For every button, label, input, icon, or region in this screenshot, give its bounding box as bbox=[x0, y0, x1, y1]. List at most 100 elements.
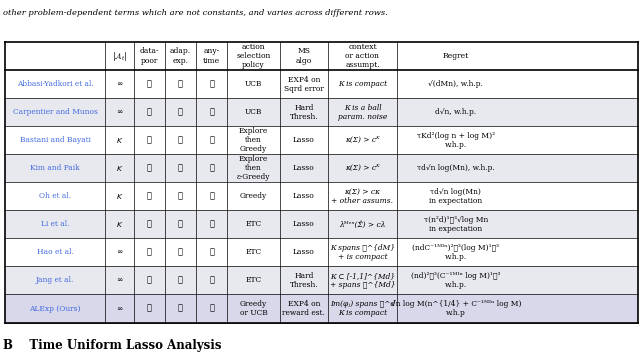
Text: Regret: Regret bbox=[443, 52, 469, 60]
Text: Lasso: Lasso bbox=[293, 136, 315, 144]
Text: ✓: ✓ bbox=[147, 192, 152, 200]
Text: ✗: ✗ bbox=[178, 248, 183, 256]
Text: τd√n log(Mn)
in expectation: τd√n log(Mn) in expectation bbox=[429, 188, 483, 205]
Text: context
or action
assumpt.: context or action assumpt. bbox=[345, 43, 380, 69]
Text: ✗: ✗ bbox=[209, 220, 214, 229]
Text: action
selection
policy: action selection policy bbox=[236, 43, 271, 69]
Text: any-
time: any- time bbox=[203, 48, 220, 65]
Text: Lasso: Lasso bbox=[293, 164, 315, 172]
Text: ✗: ✗ bbox=[147, 80, 152, 88]
Text: ✗: ✗ bbox=[209, 136, 214, 144]
Text: $K$: $K$ bbox=[116, 164, 123, 173]
Text: Hard
Thresh.: Hard Thresh. bbox=[289, 272, 318, 289]
Text: $|\mathcal{A}_t|$: $|\mathcal{A}_t|$ bbox=[112, 49, 127, 62]
Text: Oh et al.: Oh et al. bbox=[39, 192, 71, 200]
Text: $K$: $K$ bbox=[116, 220, 123, 229]
Bar bbox=[4, 266, 638, 295]
Text: ✓: ✓ bbox=[209, 80, 214, 88]
Text: К spans ℝ^{dM}
+ is compact: К spans ℝ^{dM} + is compact bbox=[330, 244, 395, 261]
Text: $K$: $K$ bbox=[116, 136, 123, 145]
Text: Li et al.: Li et al. bbox=[41, 220, 69, 229]
Text: ✗: ✗ bbox=[209, 108, 214, 116]
Text: К ⊂ [-1,1]^{Md}
+ spans ℝ^{Md}: К ⊂ [-1,1]^{Md} + spans ℝ^{Md} bbox=[330, 272, 396, 289]
Text: √(dMn), w.h.p.: √(dMn), w.h.p. bbox=[429, 80, 483, 88]
Text: UCB: UCB bbox=[244, 108, 262, 116]
Text: Carpentier and Munos: Carpentier and Munos bbox=[13, 108, 97, 116]
Text: Bastani and Bayati: Bastani and Bayati bbox=[20, 136, 90, 144]
Text: Lasso: Lasso bbox=[293, 248, 315, 256]
Text: ∞: ∞ bbox=[116, 108, 123, 116]
Text: EXP4 on
Sqrd error: EXP4 on Sqrd error bbox=[284, 75, 324, 93]
Bar bbox=[4, 42, 638, 70]
Text: ✓: ✓ bbox=[147, 248, 152, 256]
Text: ✗: ✗ bbox=[178, 220, 183, 229]
Text: κ(Σ) > cᴷ: κ(Σ) > cᴷ bbox=[345, 136, 380, 144]
Text: UCB: UCB bbox=[244, 80, 262, 88]
Bar bbox=[4, 295, 638, 322]
Text: B    Time Uniform Lasso Analysis: B Time Uniform Lasso Analysis bbox=[3, 339, 221, 352]
Text: ∞: ∞ bbox=[116, 277, 123, 284]
Text: ✓: ✓ bbox=[178, 192, 183, 200]
Text: ✗: ✗ bbox=[178, 277, 183, 284]
Text: Hard
Thresh.: Hard Thresh. bbox=[289, 104, 318, 121]
Text: ✓: ✓ bbox=[147, 108, 152, 116]
Text: τd√n log(Mn), w.h.p.: τd√n log(Mn), w.h.p. bbox=[417, 164, 495, 172]
Text: (ndC⁻¹ᴹᴵⁿ)²ᐟ³(log M)¹ᐟ³
w.h.p.: (ndC⁻¹ᴹᴵⁿ)²ᐟ³(log M)¹ᐟ³ w.h.p. bbox=[412, 244, 499, 261]
Text: ✗: ✗ bbox=[178, 108, 183, 116]
Bar bbox=[4, 98, 638, 126]
Text: ✗: ✗ bbox=[147, 164, 152, 172]
Text: ✗: ✗ bbox=[209, 248, 214, 256]
Text: К is compact: К is compact bbox=[338, 80, 387, 88]
Text: τ(n²d)¹ᐟ³√log Mn
in expectation: τ(n²d)¹ᐟ³√log Mn in expectation bbox=[424, 216, 488, 233]
Text: ✓: ✓ bbox=[209, 305, 214, 313]
Text: ✓: ✓ bbox=[147, 277, 152, 284]
Text: τKd²(log n + log M)²
w.h.p.: τKd²(log n + log M)² w.h.p. bbox=[417, 132, 495, 149]
Bar bbox=[4, 126, 638, 154]
Text: Hao et al.: Hao et al. bbox=[36, 248, 74, 256]
Text: Lasso: Lasso bbox=[293, 192, 315, 200]
Bar bbox=[4, 70, 638, 98]
Text: ∞: ∞ bbox=[116, 305, 123, 313]
Text: ✓: ✓ bbox=[178, 305, 183, 313]
Text: Jang et al.: Jang et al. bbox=[36, 277, 74, 284]
Text: other problem-dependent terms which are not constants, and varies across differe: other problem-dependent terms which are … bbox=[3, 9, 388, 17]
Text: Kim and Paik: Kim and Paik bbox=[30, 164, 80, 172]
Text: ETC: ETC bbox=[245, 277, 262, 284]
Text: Im(φⱼ) spans ℝ^d
К is compact: Im(φⱼ) spans ℝ^d К is compact bbox=[330, 300, 395, 317]
Text: ✓: ✓ bbox=[147, 220, 152, 229]
Text: ✗: ✗ bbox=[178, 136, 183, 144]
Text: ✓: ✓ bbox=[178, 80, 183, 88]
Text: EXP4 on
reward est.: EXP4 on reward est. bbox=[282, 300, 325, 317]
Text: ✓: ✓ bbox=[147, 305, 152, 313]
Text: К is a ball
param. noise: К is a ball param. noise bbox=[338, 104, 387, 121]
Text: d√n, w.h.p.: d√n, w.h.p. bbox=[435, 108, 477, 116]
Text: Greedy
or UCB: Greedy or UCB bbox=[239, 300, 268, 317]
Text: MS
algo: MS algo bbox=[296, 48, 312, 65]
Text: data-
poor: data- poor bbox=[140, 48, 159, 65]
Text: ✗: ✗ bbox=[147, 136, 152, 144]
Text: ∞: ∞ bbox=[116, 80, 123, 88]
Text: (nd)²ᐟ³(C⁻¹ᴹᴵⁿ log M)¹ᐟ³
w.h.p.: (nd)²ᐟ³(C⁻¹ᴹᴵⁿ log M)¹ᐟ³ w.h.p. bbox=[412, 272, 500, 289]
Text: Explore
then
Greedy: Explore then Greedy bbox=[239, 127, 268, 153]
Text: $K$: $K$ bbox=[116, 192, 123, 201]
Text: ∞: ∞ bbox=[116, 248, 123, 256]
Text: ✗: ✗ bbox=[209, 164, 214, 172]
Text: √n log M(n^{1/4} + C⁻¹ᴹᴵⁿ log M)
w.h.p: √n log M(n^{1/4} + C⁻¹ᴹᴵⁿ log M) w.h.p bbox=[390, 300, 521, 317]
Text: λᴹᵉⁿ(Σ̂) > cλ: λᴹᵉⁿ(Σ̂) > cλ bbox=[339, 220, 386, 229]
Text: Abbasi-Yadkori et al.: Abbasi-Yadkori et al. bbox=[17, 80, 93, 88]
Text: ✗: ✗ bbox=[209, 192, 214, 200]
Text: ETC: ETC bbox=[245, 220, 262, 229]
Text: Greedy: Greedy bbox=[240, 192, 267, 200]
Bar bbox=[4, 238, 638, 266]
Text: adap.
exp.: adap. exp. bbox=[170, 48, 191, 65]
Bar bbox=[4, 210, 638, 238]
Bar bbox=[4, 154, 638, 182]
Text: ✗: ✗ bbox=[178, 164, 183, 172]
Bar bbox=[4, 182, 638, 210]
Text: ALExp (Ours): ALExp (Ours) bbox=[29, 305, 81, 313]
Text: κ(Σ) > cᴷ: κ(Σ) > cᴷ bbox=[345, 164, 380, 172]
Text: Lasso: Lasso bbox=[293, 220, 315, 229]
Text: Explore
then
ε-Greedy: Explore then ε-Greedy bbox=[237, 155, 270, 182]
Text: ✗: ✗ bbox=[209, 277, 214, 284]
Text: κ(Σ) > cκ
+ other assums.: κ(Σ) > cκ + other assums. bbox=[332, 188, 394, 205]
